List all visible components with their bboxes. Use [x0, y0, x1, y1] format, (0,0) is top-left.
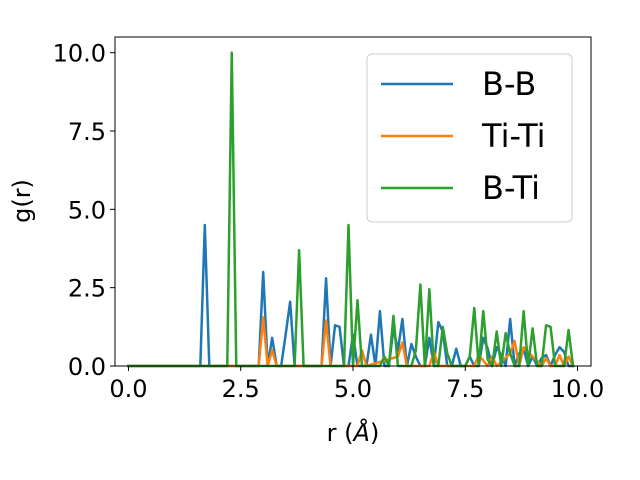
- y-axis: 0.0 2.5 5.0 7.5 10.0: [53, 40, 115, 381]
- y-tick-label: 7.5: [68, 118, 106, 146]
- x-tick-label: 0.0: [109, 375, 147, 403]
- legend-label-ti-ti: Ti-Ti: [481, 117, 546, 155]
- x-axis: 0.0 2.5 5.0 7.5 10.0: [109, 366, 604, 403]
- x-tick-label: 10.0: [551, 375, 604, 403]
- legend-label-b-ti: B-Ti: [482, 169, 540, 207]
- y-axis-label: g(r): [8, 179, 36, 223]
- legend-box: [366, 53, 573, 223]
- series-line-b-ti: [127, 51, 575, 368]
- y-tick-label: 10.0: [53, 40, 106, 68]
- legend: B-B Ti-Ti B-Ti: [366, 53, 573, 223]
- legend-label-b-b: B-B: [482, 65, 536, 103]
- y-tick-label: 0.0: [68, 353, 106, 381]
- x-tick-label: 5.0: [334, 375, 372, 403]
- x-tick-label: 7.5: [446, 375, 484, 403]
- y-tick-label: 2.5: [68, 275, 106, 303]
- x-tick-label: 2.5: [222, 375, 260, 403]
- x-axis-label: r (Å): [327, 418, 380, 447]
- y-tick-label: 5.0: [68, 196, 106, 224]
